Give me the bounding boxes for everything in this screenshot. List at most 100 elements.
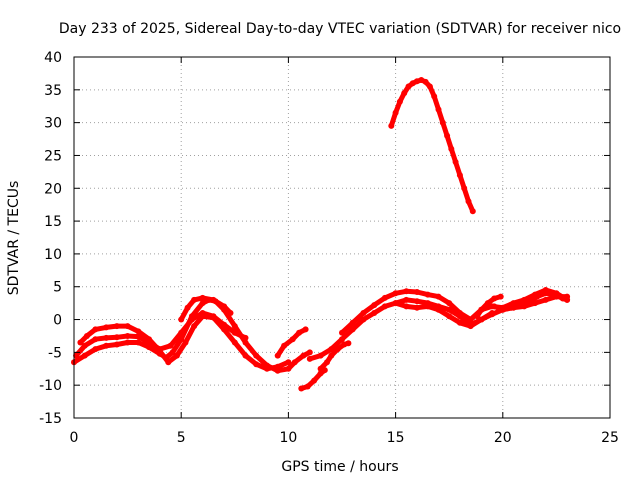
data-point bbox=[296, 329, 303, 336]
y-tick-label: 10 bbox=[44, 247, 62, 263]
data-point bbox=[231, 323, 238, 330]
data-point bbox=[264, 365, 270, 372]
data-point bbox=[360, 310, 367, 316]
data-point bbox=[113, 323, 120, 330]
data-point bbox=[403, 296, 410, 303]
data-point bbox=[274, 352, 281, 359]
data-point bbox=[478, 306, 485, 313]
data-point bbox=[135, 328, 142, 335]
data-point bbox=[328, 346, 335, 353]
data-point bbox=[253, 361, 260, 368]
data-point bbox=[444, 132, 451, 139]
data-point bbox=[165, 359, 172, 366]
data-point bbox=[499, 306, 506, 313]
data-point bbox=[371, 310, 378, 316]
data-point bbox=[191, 323, 198, 330]
data-point bbox=[339, 329, 345, 336]
y-axis-label: SDTVAR / TECUs bbox=[6, 181, 22, 296]
data-point bbox=[403, 303, 410, 310]
y-tick-label: 0 bbox=[53, 313, 62, 329]
data-point bbox=[426, 83, 433, 90]
data-point bbox=[349, 319, 356, 326]
data-point bbox=[242, 334, 249, 341]
data-point bbox=[422, 78, 429, 85]
data-point bbox=[103, 334, 110, 341]
data-point bbox=[388, 122, 395, 129]
data-point bbox=[435, 293, 442, 300]
data-point bbox=[414, 304, 420, 311]
data-point bbox=[448, 145, 455, 152]
data-point bbox=[306, 349, 313, 356]
data-point bbox=[414, 289, 420, 295]
data-point bbox=[73, 352, 80, 359]
data-point bbox=[424, 303, 431, 310]
x-tick-label: 0 bbox=[70, 430, 79, 446]
x-axis-label: GPS time / hours bbox=[281, 459, 398, 475]
data-point bbox=[396, 98, 403, 105]
data-point bbox=[83, 333, 90, 339]
data-point bbox=[92, 326, 99, 333]
y-tick-label: -5 bbox=[48, 345, 62, 361]
x-tick-label: 10 bbox=[279, 430, 297, 446]
x-tick-label: 20 bbox=[494, 430, 512, 446]
data-point bbox=[81, 342, 88, 349]
data-point bbox=[456, 310, 463, 316]
data-point bbox=[360, 316, 367, 323]
data-point bbox=[478, 316, 485, 323]
y-tick-label: 5 bbox=[53, 280, 62, 296]
data-point bbox=[285, 365, 292, 372]
data-point bbox=[435, 106, 442, 113]
y-tick-label: 35 bbox=[44, 83, 62, 99]
data-point bbox=[92, 346, 99, 353]
data-point bbox=[77, 339, 84, 346]
data-point bbox=[461, 185, 468, 192]
series-line-track-10 bbox=[393, 300, 495, 329]
y-tick-label: -10 bbox=[39, 378, 62, 394]
data-point bbox=[184, 304, 191, 311]
data-point bbox=[435, 306, 442, 313]
series-group bbox=[71, 77, 571, 392]
x-tick-label: 5 bbox=[177, 430, 186, 446]
data-point bbox=[491, 295, 498, 302]
data-point bbox=[324, 359, 330, 366]
data-point bbox=[291, 359, 298, 366]
data-point bbox=[274, 363, 281, 370]
data-point bbox=[156, 348, 163, 355]
data-point bbox=[173, 352, 180, 359]
data-point bbox=[298, 385, 305, 392]
data-point bbox=[311, 377, 318, 384]
data-point bbox=[242, 339, 249, 346]
data-point bbox=[439, 119, 446, 126]
data-point bbox=[124, 323, 131, 330]
data-point bbox=[497, 293, 504, 300]
data-point bbox=[227, 310, 234, 316]
data-point bbox=[484, 300, 491, 307]
data-point bbox=[146, 336, 152, 343]
data-point bbox=[135, 339, 142, 346]
data-point bbox=[517, 302, 523, 309]
data-point bbox=[564, 296, 571, 303]
ticks: 0 5 10 15 20 25 -15 -10 -5 0 5 10 15 20 25 30 35 40 bbox=[39, 50, 619, 446]
data-point bbox=[289, 336, 296, 343]
data-point bbox=[191, 296, 198, 303]
y-tick-label: 30 bbox=[44, 116, 62, 132]
data-point bbox=[371, 302, 378, 309]
data-point bbox=[302, 326, 309, 333]
data-point bbox=[392, 300, 399, 307]
data-point bbox=[489, 310, 496, 316]
data-point bbox=[178, 316, 185, 323]
y-tick-label: -15 bbox=[39, 411, 62, 427]
data-point bbox=[124, 333, 131, 339]
series-line-track-3 bbox=[77, 313, 291, 372]
data-point bbox=[452, 159, 459, 165]
data-point bbox=[469, 208, 476, 215]
plot-frame bbox=[73, 56, 611, 419]
data-point bbox=[456, 172, 463, 179]
data-point bbox=[414, 298, 420, 305]
data-point bbox=[304, 383, 311, 390]
data-point bbox=[401, 90, 408, 97]
data-point bbox=[281, 342, 288, 349]
data-point bbox=[285, 359, 292, 366]
data-point bbox=[456, 319, 463, 326]
series-line-track-9 bbox=[339, 287, 570, 336]
